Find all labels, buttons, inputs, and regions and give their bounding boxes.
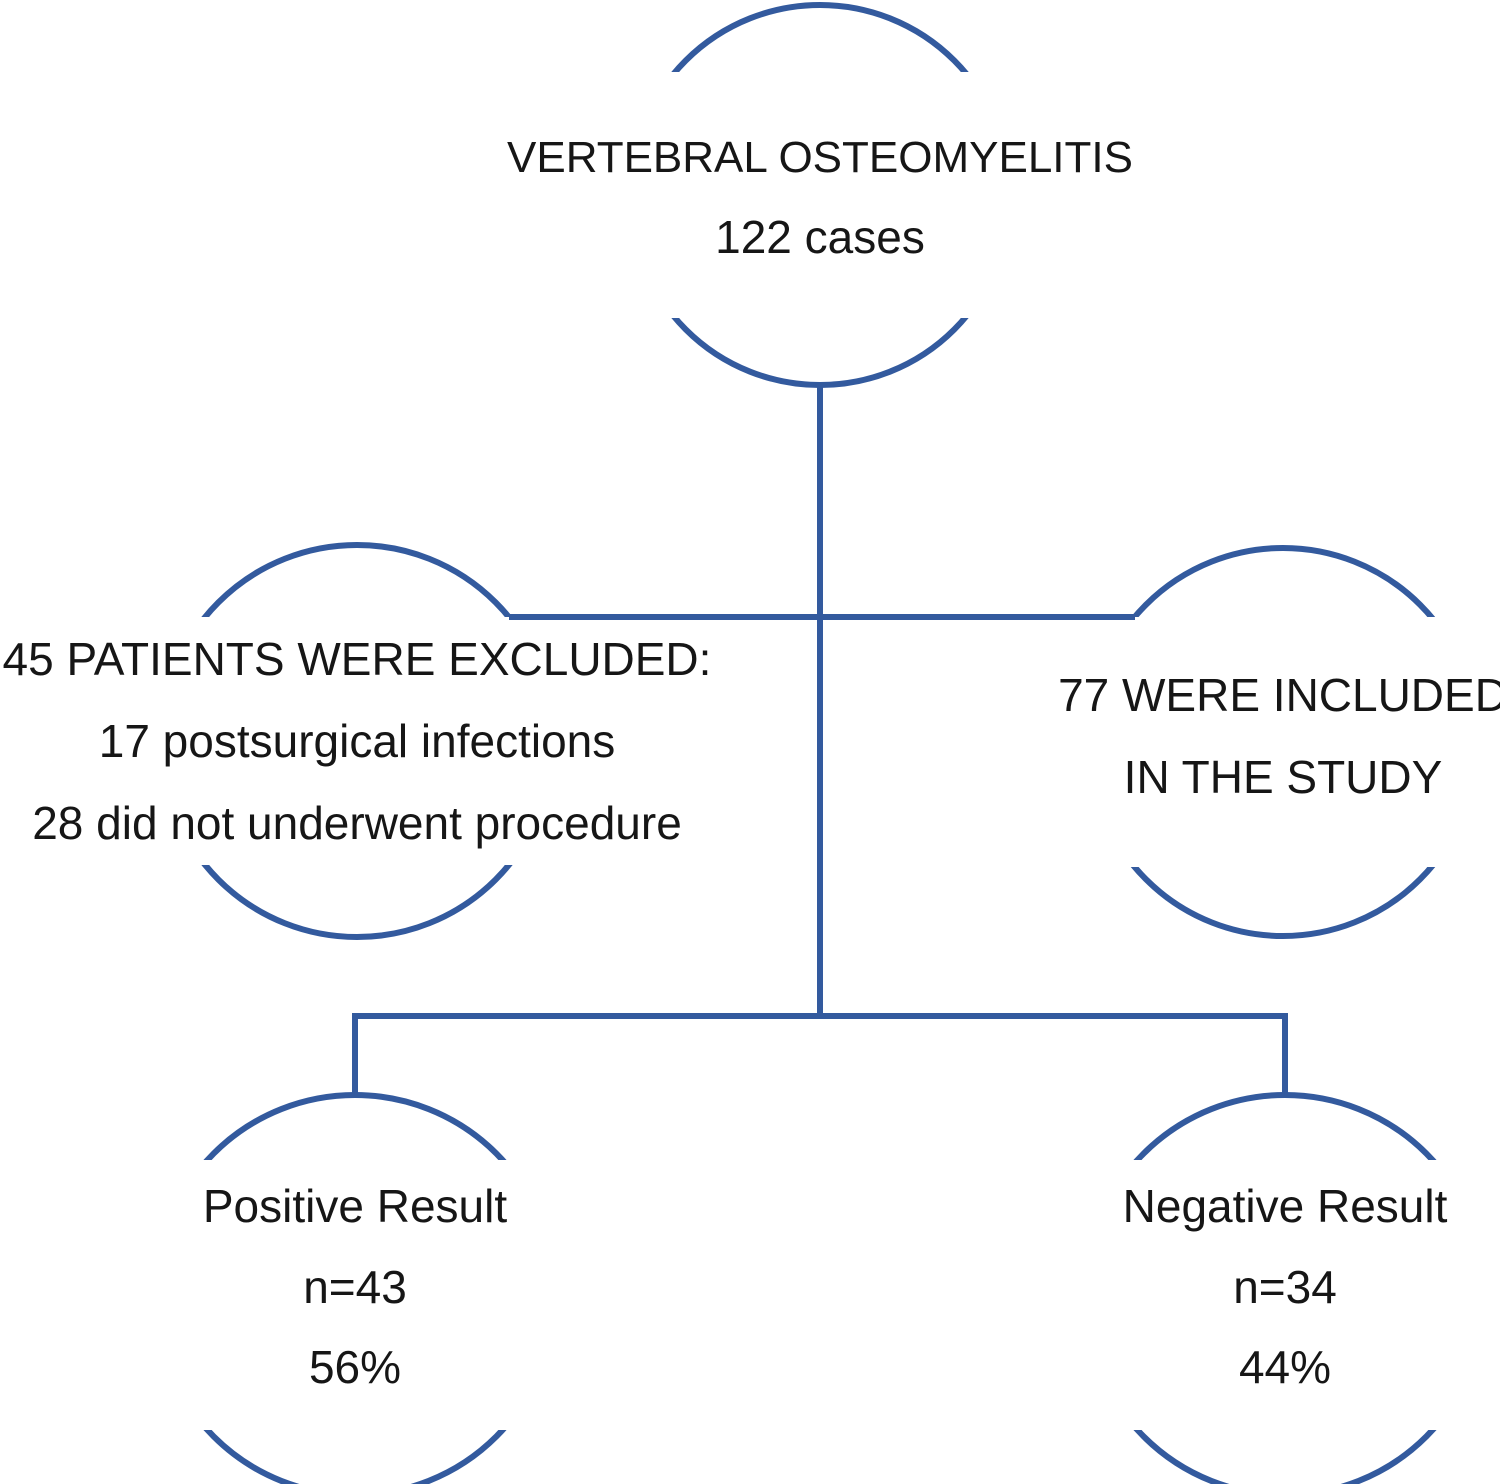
included-node-textbox <box>1058 617 1500 867</box>
negative-node-title: Negative Result <box>1123 1180 1448 1232</box>
included-node-line2: IN THE STUDY <box>1124 751 1443 803</box>
negative-node-textbox <box>1078 1160 1492 1430</box>
excluded-node-line1: 45 PATIENTS WERE EXCLUDED: <box>3 633 712 685</box>
excluded-node-line3: 28 did not underwent procedure <box>32 797 682 849</box>
root-node-subtitle: 122 cases <box>715 211 925 263</box>
negative-node-percent: 44% <box>1239 1341 1331 1393</box>
positive-node-textbox <box>148 1160 562 1430</box>
root-node-title: VERTEBRAL OSTEOMYELITIS <box>507 133 1133 182</box>
positive-node-title: Positive Result <box>203 1180 507 1232</box>
root-node-textbox <box>480 72 1160 318</box>
results-branch-connector <box>352 1013 1288 1095</box>
excluded-node-textbox <box>0 617 730 865</box>
included-node-line1: 77 WERE INCLUDED <box>1058 669 1500 721</box>
positive-node-count: n=43 <box>303 1261 407 1313</box>
positive-node-percent: 56% <box>309 1341 401 1393</box>
negative-node-count: n=34 <box>1233 1261 1337 1313</box>
excluded-node-line2: 17 postsurgical infections <box>99 715 616 767</box>
